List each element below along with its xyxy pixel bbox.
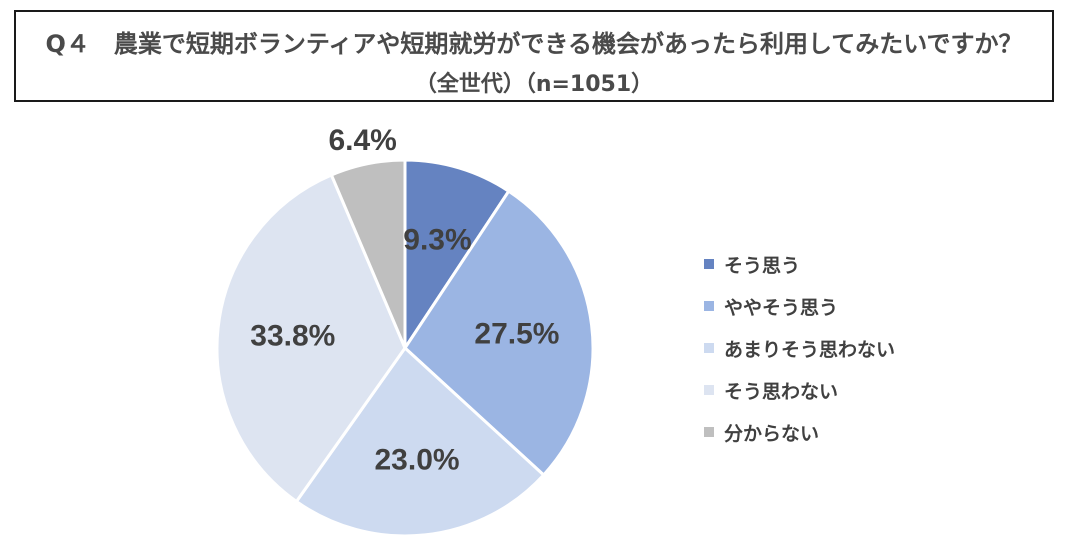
pie-data-label: 33.8%	[250, 319, 335, 352]
pie-slice	[294, 346, 546, 538]
legend-label: 分からない	[724, 422, 820, 445]
legend-item: ややそう思う	[704, 285, 895, 327]
legend-swatch	[704, 259, 714, 269]
legend-swatch	[704, 427, 714, 437]
legend-swatch	[704, 343, 714, 353]
chart-title-box: Q４ 農業で短期ボランティアや短期就労ができる機会があったら利用してみたいですか…	[14, 10, 1054, 102]
legend-item: 分からない	[704, 411, 895, 453]
legend-swatch	[704, 385, 714, 395]
pie-data-label: 23.0%	[374, 444, 459, 477]
chart-title: Q４ 農業で短期ボランティアや短期就労ができる機会があったら利用してみたいですか…	[45, 30, 1023, 58]
legend-label: ややそう思う	[724, 296, 839, 319]
legend-label: そう思わない	[724, 380, 839, 403]
pie-slice	[329, 158, 407, 350]
legend-item: そう思う	[704, 243, 895, 285]
pie-slice	[215, 173, 407, 503]
legend-item: あまりそう思わない	[704, 327, 895, 369]
chart-subtitle: （全世代）（n=1051）	[414, 72, 654, 97]
legend-label: そう思う	[724, 254, 801, 277]
legend-label: あまりそう思わない	[724, 338, 896, 361]
pie-slice	[403, 189, 595, 477]
legend-item: そう思わない	[704, 369, 895, 411]
pie-data-label: 6.4%	[328, 124, 396, 157]
chart-legend: そう思うややそう思うあまりそう思わない そう思わない 分からない	[704, 243, 895, 453]
pie-slice	[403, 158, 511, 350]
pie-data-label: 27.5%	[474, 318, 559, 351]
legend-swatch	[704, 301, 714, 311]
pie-data-label: 9.3%	[403, 223, 471, 256]
